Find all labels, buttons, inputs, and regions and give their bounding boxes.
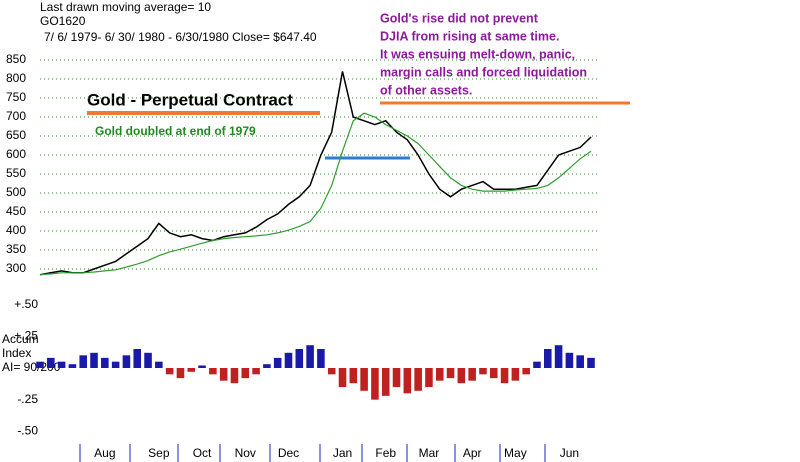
header-line: GO1620 [40, 14, 86, 28]
bar [327, 368, 336, 375]
bar [47, 357, 55, 368]
y-tick-label: 450 [6, 204, 26, 218]
bar [284, 352, 293, 368]
x-tick-label: Mar [419, 446, 440, 460]
annotation: It was ensuing melt-down, panic, [380, 47, 575, 61]
x-tick-label: Nov [235, 446, 256, 460]
bar [133, 349, 142, 368]
chart-title: Gold - Perpetual Contract [87, 90, 293, 109]
bar [479, 368, 487, 375]
bar [241, 368, 250, 379]
bar [468, 368, 476, 381]
x-tick-label: Sep [148, 446, 170, 460]
bar [111, 361, 120, 368]
bar [79, 355, 87, 368]
bar [511, 368, 520, 381]
bar [544, 349, 552, 368]
y-tick-label: +.50 [14, 297, 38, 311]
y-tick-label: +.25 [14, 329, 38, 343]
y-tick-label: -.25 [17, 392, 38, 406]
bar [219, 368, 228, 381]
annotation: DJIA from rising at same time. [380, 29, 559, 43]
bar [349, 368, 358, 384]
bar [101, 357, 109, 368]
bar [122, 355, 131, 368]
y-tick-label: 850 [6, 52, 26, 66]
y-tick-label: 400 [6, 223, 26, 237]
bar [317, 349, 325, 368]
x-tick-label: Jun [560, 446, 579, 460]
price-line [39, 71, 592, 276]
bar [209, 368, 217, 375]
bar [176, 368, 185, 379]
bar [489, 368, 498, 379]
bar [392, 368, 401, 387]
bar [533, 361, 541, 368]
bar [371, 368, 379, 400]
bar [155, 361, 163, 368]
y-tick-label: 300 [6, 261, 26, 275]
x-tick-label: Feb [375, 446, 396, 460]
moving-average [39, 112, 592, 276]
y-tick-label: 500 [6, 185, 26, 199]
header-line: Last drawn moving average= 10 [40, 0, 211, 14]
panel-label: AI= 90/200 [2, 360, 61, 374]
bar [230, 368, 239, 384]
bar [187, 368, 196, 372]
bar [435, 368, 444, 381]
x-tick-label: Jan [333, 446, 352, 460]
panel-label: Index [2, 346, 31, 360]
bar [68, 364, 77, 368]
annotation: of other assets. [380, 83, 472, 97]
bar [198, 365, 206, 368]
bar [57, 361, 66, 368]
x-tick-label: Oct [193, 446, 212, 460]
annotation: Gold's rise did not prevent [380, 11, 539, 25]
bar [425, 368, 433, 387]
bar [522, 368, 530, 375]
x-tick-label: Dec [278, 446, 299, 460]
bar [360, 368, 368, 391]
bar [565, 352, 574, 368]
bar [338, 368, 347, 387]
bar [457, 368, 466, 384]
header-line: 7/ 6/ 1979- 6/ 30/ 1980 - 6/30/1980 Clos… [44, 30, 317, 44]
bar [381, 368, 390, 396]
month-separators [79, 444, 546, 462]
y-tick-label: 350 [6, 242, 26, 256]
bar [554, 345, 563, 368]
annotation: margin calls and forced liquidation [380, 65, 587, 79]
bar [273, 357, 282, 368]
y-tick-label: 650 [6, 128, 26, 142]
x-tick-label: Apr [463, 446, 482, 460]
y-tick-label: 600 [6, 147, 26, 161]
bar [36, 361, 44, 368]
annotation: Gold doubled at end of 1979 [95, 124, 256, 138]
bar [403, 368, 412, 394]
y-tick-label: 700 [6, 109, 26, 123]
x-tick-label: May [504, 446, 527, 460]
bar [446, 368, 455, 379]
x-tick-label: Aug [94, 446, 115, 460]
y-tick-label: 800 [6, 71, 26, 85]
bar [90, 352, 98, 368]
bar [263, 364, 271, 368]
bar [306, 345, 314, 368]
y-tick-label: 550 [6, 166, 26, 180]
bar [252, 368, 260, 375]
y-tick-label: 750 [6, 90, 26, 104]
bar [500, 368, 509, 384]
panel-label: Accum [2, 332, 39, 346]
y-tick-label: -.50 [17, 424, 38, 438]
bar [295, 349, 304, 368]
bar [576, 355, 584, 368]
bar [414, 368, 422, 391]
bar [587, 357, 595, 368]
bar [144, 352, 152, 368]
bar [165, 368, 174, 375]
